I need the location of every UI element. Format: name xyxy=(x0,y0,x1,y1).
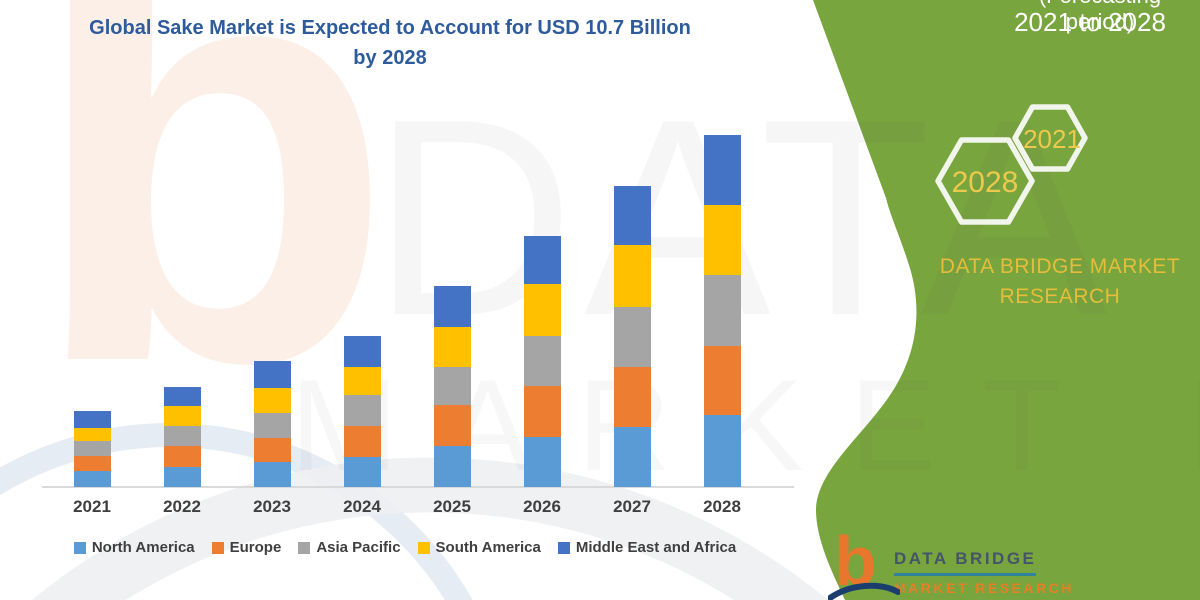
bar-2028-middle-east-and-africa xyxy=(703,135,741,205)
bar-2027-middle-east-and-africa xyxy=(613,186,651,245)
x-axis-label-2026: 2026 xyxy=(523,497,561,516)
bar-2021-asia-pacific xyxy=(73,441,111,456)
bar-2024-middle-east-and-africa xyxy=(343,336,381,367)
legend-item-north-america: North America xyxy=(73,539,195,556)
x-axis-label-2023: 2023 xyxy=(253,497,291,516)
legend-swatch-north-america xyxy=(73,541,86,554)
hexagon-2028 xyxy=(935,137,1035,225)
x-axis-label-2024: 2024 xyxy=(343,497,381,516)
bar-2024-europe xyxy=(343,426,381,457)
bar-2023-middle-east-and-africa xyxy=(253,361,291,388)
legend-item-asia-pacific: Asia Pacific xyxy=(298,539,401,556)
bar-2028-asia-pacific xyxy=(703,275,741,346)
legend-swatch-asia-pacific xyxy=(298,541,311,554)
gray-arc-watermark xyxy=(32,457,828,600)
bar-2021-south-america xyxy=(73,428,111,441)
bar-2025-middle-east-and-africa xyxy=(433,286,471,327)
bar-2026-asia-pacific xyxy=(523,336,561,386)
bar-2024-south-america xyxy=(343,367,381,395)
bar-2022-south-america xyxy=(163,406,201,426)
bar-2027-north-america xyxy=(613,427,651,487)
brand-text-watermark: DATA BRIDGE xyxy=(372,78,1200,358)
x-axis-label-2025: 2025 xyxy=(433,497,471,516)
footer-brand-line1: DATA BRIDGE xyxy=(894,549,1037,568)
bar-2027-asia-pacific xyxy=(613,307,651,367)
bar-2028-south-america xyxy=(703,205,741,275)
legend-item-middle-east-and-africa: Middle East and Africa xyxy=(557,539,737,556)
clipped-forecast-label: (Forecasting period) xyxy=(1039,0,1161,34)
brand-name: DATA BRIDGE MARKET RESEARCH xyxy=(920,252,1200,312)
chart-title-line2: by 2028 xyxy=(353,47,427,69)
logo-watermark: b xyxy=(28,0,395,487)
bar-2026-middle-east-and-africa xyxy=(523,236,561,284)
bar-2024-north-america xyxy=(343,457,381,487)
forecast-period-label: 2021 to 2028 xyxy=(1014,7,1166,37)
footer-logo: b DATA BRIDGE MARKET RESEARCH xyxy=(828,526,1074,600)
legend-swatch-middle-east-and-africa xyxy=(557,541,570,554)
brand-name-line2: RESEARCH xyxy=(999,285,1121,308)
bar-2023-south-america xyxy=(253,388,291,413)
legend-label-middle-east-and-africa: Middle East and Africa xyxy=(575,539,737,556)
bar-2025-europe xyxy=(433,405,471,446)
chart-title: Global Sake Market is Expected to Accoun… xyxy=(40,13,740,73)
x-axis-label-2022: 2022 xyxy=(163,497,201,516)
brand-name-line1: DATA BRIDGE MARKET xyxy=(939,255,1181,278)
bar-2022-middle-east-and-africa xyxy=(163,387,201,406)
bar-2025-south-america xyxy=(433,327,471,367)
footer-logo-text: DATA BRIDGE MARKET RESEARCH xyxy=(894,538,1074,600)
hexagon-year-2028: 2028 xyxy=(951,166,1019,199)
bar-2022-north-america xyxy=(163,467,201,487)
hexagon-2021 xyxy=(1012,104,1088,172)
bar-2023-europe xyxy=(253,438,291,462)
data-bridge-logo-icon: b xyxy=(828,526,900,600)
footer-divider xyxy=(894,573,1036,576)
footer-brand-line2: MARKET RESEARCH xyxy=(894,580,1074,596)
bar-2028-europe xyxy=(703,346,741,415)
bar-2023-north-america xyxy=(253,462,291,487)
bar-2022-asia-pacific xyxy=(163,426,201,446)
logo-swoosh-icon xyxy=(828,582,900,600)
bar-2023-asia-pacific xyxy=(253,413,291,438)
bar-2025-north-america xyxy=(433,446,471,487)
x-axis-label-2028: 2028 xyxy=(703,497,741,516)
stacked-bar-chart: 2021 2022 2023 2024 2025 2026 2027 2028 xyxy=(42,135,794,516)
bar-2021-europe xyxy=(73,456,111,471)
bar-2021-north-america xyxy=(73,471,111,487)
chart-legend: North America Europe Asia Pacific South Ame… xyxy=(25,539,785,556)
bar-2025-asia-pacific xyxy=(433,367,471,405)
legend-label-asia-pacific: Asia Pacific xyxy=(316,539,401,556)
legend-swatch-south-america xyxy=(417,541,430,554)
bar-2028-north-america xyxy=(703,415,741,487)
x-axis-label-2027: 2027 xyxy=(613,497,651,516)
legend-swatch-europe xyxy=(211,541,224,554)
bar-2027-south-america xyxy=(613,245,651,307)
x-axis-line xyxy=(42,486,794,488)
bar-2026-europe xyxy=(523,386,561,437)
legend-item-europe: Europe xyxy=(211,539,282,556)
bar-2026-north-america xyxy=(523,437,561,487)
green-panel-path xyxy=(813,0,1200,600)
bar-2022-europe xyxy=(163,446,201,467)
legend-label-north-america: North America xyxy=(91,539,195,556)
hexagon-year-2021: 2021 xyxy=(1023,124,1081,154)
legend-item-south-america: South America xyxy=(417,539,541,556)
legend-label-europe: Europe xyxy=(229,539,282,556)
legend-label-south-america: South America xyxy=(435,539,541,556)
chart-title-line1: Global Sake Market is Expected to Accoun… xyxy=(89,17,691,39)
bar-2024-asia-pacific xyxy=(343,395,381,426)
logo-swoosh-path xyxy=(828,582,900,600)
bar-2027-europe xyxy=(613,367,651,427)
bar-2026-south-america xyxy=(523,284,561,336)
x-axis-label-2021: 2021 xyxy=(73,497,111,516)
bar-2021-middle-east-and-africa xyxy=(73,411,111,428)
